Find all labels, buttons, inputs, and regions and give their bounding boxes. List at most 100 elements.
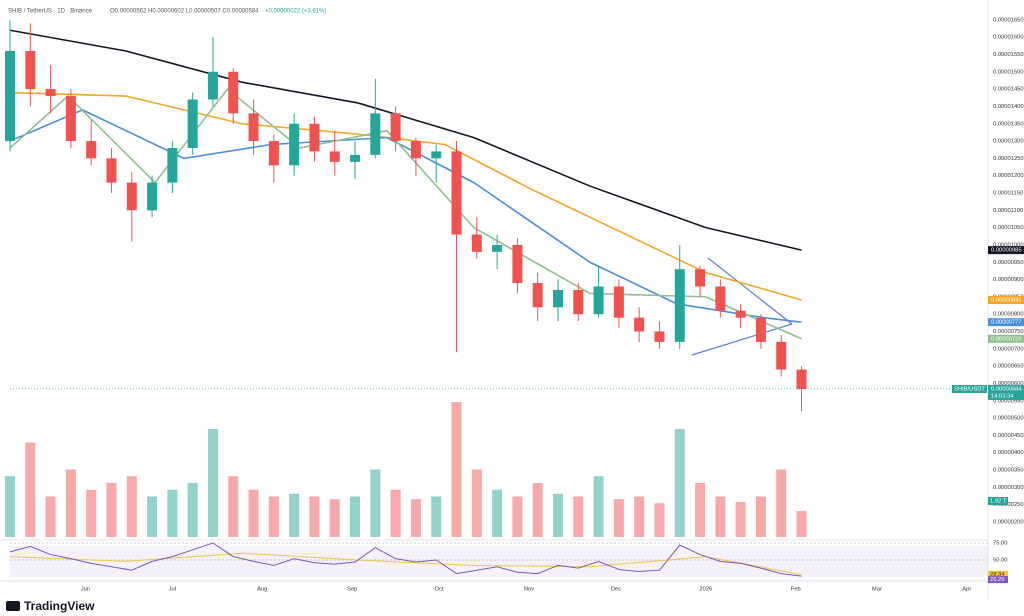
symbol: SHIB / TetherUS · 1D · Binance: [8, 9, 93, 15]
y-tick-label: 0.00001050: [993, 225, 1024, 231]
candle-body: [634, 317, 645, 332]
volume-bar: [674, 429, 685, 537]
volume-bar: [25, 442, 36, 537]
y-tick-label: 0.00001400: [993, 104, 1024, 110]
y-tick-label: 0.00001500: [993, 69, 1024, 75]
candle-body: [471, 234, 482, 252]
ma-tag: [988, 334, 1024, 343]
candle-body: [613, 286, 624, 318]
volume-bar: [735, 501, 746, 537]
y-tick-label: 0.00000950: [993, 260, 1024, 266]
candle-body: [25, 51, 36, 90]
candle-body: [410, 141, 421, 159]
volume-bar: [350, 496, 361, 537]
candle-body: [593, 286, 604, 315]
y-tick-label: 0.00001450: [993, 87, 1024, 93]
moving-average: [9, 29, 802, 251]
volume-bar: [654, 503, 665, 537]
rsi-line: [9, 542, 802, 577]
volume-bar: [492, 489, 503, 537]
volume-bar: [634, 496, 645, 537]
y-tick-label: 0.00000350: [993, 468, 1024, 474]
x-tick-label: Mar: [872, 587, 882, 593]
change: +0.00000022 (+3.91%): [265, 9, 326, 15]
ma-tag-label: 0.00000777: [991, 320, 1022, 326]
rsi-ma-tag: [988, 570, 1008, 578]
candle-body: [65, 96, 76, 142]
candle-body: [5, 51, 15, 142]
volume-bar: [431, 496, 442, 537]
rsi-tick-label: 75.00: [993, 541, 1008, 547]
ma-tag-label: 0.00000841: [991, 298, 1022, 304]
candle-body: [309, 123, 320, 152]
volume-bar: [532, 483, 543, 537]
y-tick-label: 0.00000200: [993, 519, 1024, 525]
y-tick-label: 0.00000650: [993, 364, 1024, 370]
volume-bar: [86, 489, 97, 537]
volume-bar: [309, 496, 320, 537]
candle-body: [289, 123, 300, 166]
candle-body: [552, 289, 563, 308]
candle-body: [370, 113, 381, 155]
price-tag-name: SHIB/USDT: [954, 387, 985, 393]
candle-body: [573, 289, 584, 315]
y-tick-label: 0.00000750: [993, 329, 1024, 335]
volume-bar: [512, 496, 523, 537]
candle-body: [654, 331, 665, 342]
volume-bar: [695, 483, 706, 537]
rsi-tag-label: 26.29: [990, 577, 1005, 583]
volume-bar: [167, 489, 178, 537]
y-tick-label: 0.00001550: [993, 52, 1024, 58]
volume-bar: [228, 476, 239, 537]
rsi-ma-line: [9, 552, 802, 576]
volume-bar: [207, 429, 218, 537]
y-tick-label: 0.00000700: [993, 346, 1024, 352]
rsi-ma-tag-label: 28.34: [990, 572, 1005, 578]
ma-tag: [988, 318, 1024, 327]
volume-bar: [471, 469, 482, 537]
y-tick-label: 0.00000250: [993, 502, 1024, 508]
y-tick-label: 0.00001600: [993, 35, 1024, 41]
y-tick-label: 0.00000900: [993, 277, 1024, 283]
candle-body: [167, 147, 178, 183]
price-tag: [952, 384, 987, 393]
candle-body: [268, 141, 279, 166]
volume-bar: [410, 499, 421, 537]
trendlines: [691, 257, 793, 356]
rsi-tag: [988, 576, 1008, 584]
y-tick-label: 0.00000300: [993, 485, 1024, 491]
candle-body: [532, 283, 543, 308]
y-tick-label: 0.00000450: [993, 433, 1024, 439]
y-tick-label: 0.00000600: [993, 381, 1024, 387]
moving-average: [9, 87, 802, 340]
candle-body: [512, 244, 523, 284]
y-tick-label: 0.00001000: [993, 242, 1024, 248]
volume-bar: [552, 493, 563, 537]
x-tick-label: Sep: [347, 587, 357, 593]
candle-body: [86, 141, 97, 159]
candle-body: [106, 158, 117, 183]
brand-logo[interactable]: TradingView: [24, 599, 95, 613]
ma-tag-label: 0.00000985: [991, 248, 1022, 254]
volume-bar: [796, 511, 807, 537]
candle-body: [695, 269, 706, 287]
candle-body: [674, 269, 685, 342]
candle-body: [329, 151, 340, 162]
candle-body: [715, 286, 726, 311]
ma-tag: [988, 246, 1024, 255]
x-tick-label: Nov: [524, 587, 534, 593]
y-tick-label: 0.00001200: [993, 173, 1024, 179]
y-tick-label: 0.00000500: [993, 416, 1024, 422]
x-tick-label: Feb: [791, 587, 801, 593]
volume-bar: [126, 476, 137, 537]
volume-bar: [715, 496, 726, 537]
x-tick-label: 2026: [699, 587, 712, 593]
candle-body: [228, 71, 239, 114]
rsi-band: [10, 546, 988, 577]
volume-bar: [268, 496, 279, 537]
volume-bar: [390, 489, 401, 537]
candle-body: [776, 341, 787, 370]
candle-body: [755, 317, 766, 342]
y-tick-label: 0.00001250: [993, 156, 1024, 162]
